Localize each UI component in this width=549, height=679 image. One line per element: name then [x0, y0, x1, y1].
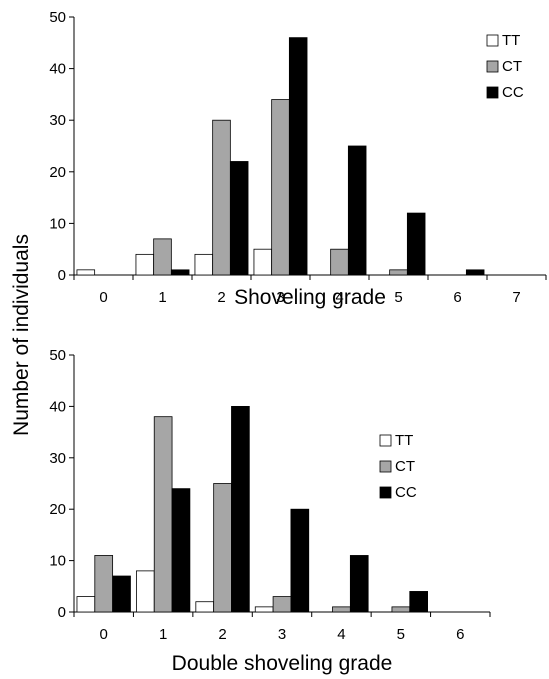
bar-CT-4	[332, 606, 351, 613]
x-tick-label: 2	[218, 626, 226, 643]
legend-label-TT: TT	[395, 432, 413, 449]
bar-CT-1	[153, 416, 173, 613]
bar-CC-5	[409, 591, 428, 613]
bar-CT-2	[213, 483, 232, 613]
legend-label-CT: CT	[395, 458, 415, 475]
y-tick-label: 0	[58, 604, 66, 621]
y-tick-label: 30	[49, 450, 66, 467]
bar-TT-3	[254, 606, 274, 613]
bar-CT-3	[271, 99, 290, 276]
x-tick-label: 6	[453, 289, 461, 306]
bar-CT-5	[391, 606, 411, 613]
x-tick-label: 1	[158, 289, 166, 306]
y-tick-label: 10	[49, 215, 66, 232]
bar-CT-5	[389, 269, 408, 276]
x-tick-label: 0	[99, 289, 107, 306]
bar-TT-1	[135, 570, 155, 613]
y-tick-label: 50	[49, 9, 66, 26]
y-tick-label: 30	[49, 112, 66, 129]
bar-TT-2	[194, 253, 214, 276]
y-tick-label: 50	[49, 347, 66, 364]
x-tick-label: 1	[159, 626, 167, 643]
x-tick-label: 4	[337, 626, 345, 643]
bar-CC-1	[170, 269, 190, 276]
bar-CT-0	[94, 555, 114, 613]
bar-TT-1	[135, 253, 155, 276]
x-tick-label: 2	[217, 289, 225, 306]
chart-shoveling-grade: 0 10 20 30 40 50 0 1 2 3 4 5 6 7 Shoveling grade TT CT CC	[49, 9, 547, 309]
bar-CC-2	[229, 161, 249, 276]
x-tick-label: 3	[276, 289, 284, 306]
y-tick-label: 40	[49, 61, 66, 78]
bar-CC-4	[349, 555, 369, 613]
bar-TT-2	[195, 601, 215, 613]
y-tick-label: 40	[49, 398, 66, 415]
bar-CC-4	[347, 145, 367, 276]
legend-swatch-TT	[486, 34, 499, 47]
bar-CT-1	[153, 238, 172, 276]
bar-CC-0	[112, 575, 131, 613]
x-tick-label: 0	[100, 626, 108, 643]
bar-TT-0	[76, 269, 96, 276]
legend-swatch-CC	[486, 86, 499, 99]
legend-swatch-CT	[486, 60, 499, 73]
x-tick-label: 3	[278, 626, 286, 643]
x-axis-title: Double shoveling grade	[172, 652, 393, 675]
y-axis-title: Number of individuals	[10, 234, 33, 436]
y-tick-label: 20	[49, 501, 66, 518]
chart-double-shoveling-grade: 0 10 20 30 40 50 0 1 2 3 4 5 6 Double shoveling grade…	[49, 347, 491, 675]
bar-CC-5	[406, 212, 426, 276]
x-tick-label: 5	[397, 626, 405, 643]
legend: TT CT CC	[486, 32, 524, 101]
legend-swatch-TT	[379, 434, 392, 447]
bar-CT-4	[330, 248, 349, 276]
legend-swatch-CC	[379, 486, 392, 499]
bar-TT-0	[76, 596, 96, 613]
legend-swatch-CT	[379, 460, 392, 473]
x-tick-label: 6	[456, 626, 464, 643]
legend: TT CT CC	[379, 432, 417, 501]
x-axis-title: Shoveling grade	[234, 286, 386, 309]
x-tick-label: 7	[512, 289, 520, 306]
legend-label-CT: CT	[502, 58, 522, 75]
bar-CC-3	[290, 508, 310, 613]
bar-CC-6	[465, 269, 485, 276]
bar-CT-3	[272, 596, 292, 613]
legend-label-TT: TT	[502, 32, 520, 49]
bar-CC-2	[231, 405, 250, 613]
x-tick-label: 4	[335, 289, 343, 306]
y-tick-label: 20	[49, 164, 66, 181]
bar-CT-2	[212, 119, 231, 276]
y-tick-label: 0	[58, 267, 66, 284]
y-tick-label: 10	[49, 553, 66, 570]
bar-CC-1	[171, 488, 191, 613]
bar-TT-3	[253, 248, 273, 276]
legend-label-CC: CC	[502, 84, 524, 101]
bar-CC-3	[288, 37, 308, 276]
x-tick-label: 5	[394, 289, 402, 306]
legend-label-CC: CC	[395, 484, 417, 501]
